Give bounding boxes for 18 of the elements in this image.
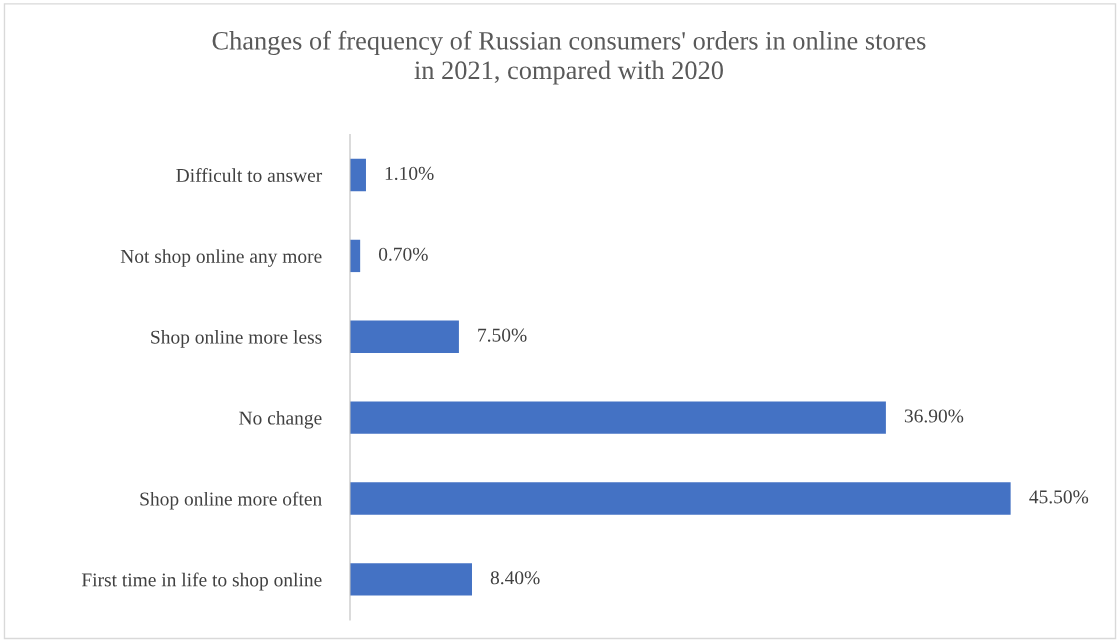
bar: [350, 401, 886, 434]
bar: [350, 482, 1011, 515]
data-label: 45.50%: [1029, 490, 1089, 504]
y-tick-label: Shop online more less: [151, 330, 322, 348]
y-tick-label: Not shop online any more: [120, 249, 322, 267]
y-tick-label: First time in life to shop online: [81, 572, 322, 591]
y-tick-label: Difficult to answer: [176, 168, 323, 182]
bar: [350, 563, 472, 596]
data-label: 8.40%: [490, 571, 540, 585]
chart-title: Changes of frequency of Russian consumers' orders in online stores in 2021, compared with 2020: [212, 30, 926, 85]
y-tick-label: No change: [239, 410, 322, 429]
data-label: 7.50%: [478, 328, 527, 342]
bar: [350, 158, 366, 192]
bar: [350, 320, 459, 353]
y-tick-label: Shop online more often: [140, 491, 322, 510]
data-label: 1.10%: [385, 166, 434, 180]
data-label: 36.90%: [904, 409, 964, 423]
data-label: 0.70%: [378, 247, 428, 261]
